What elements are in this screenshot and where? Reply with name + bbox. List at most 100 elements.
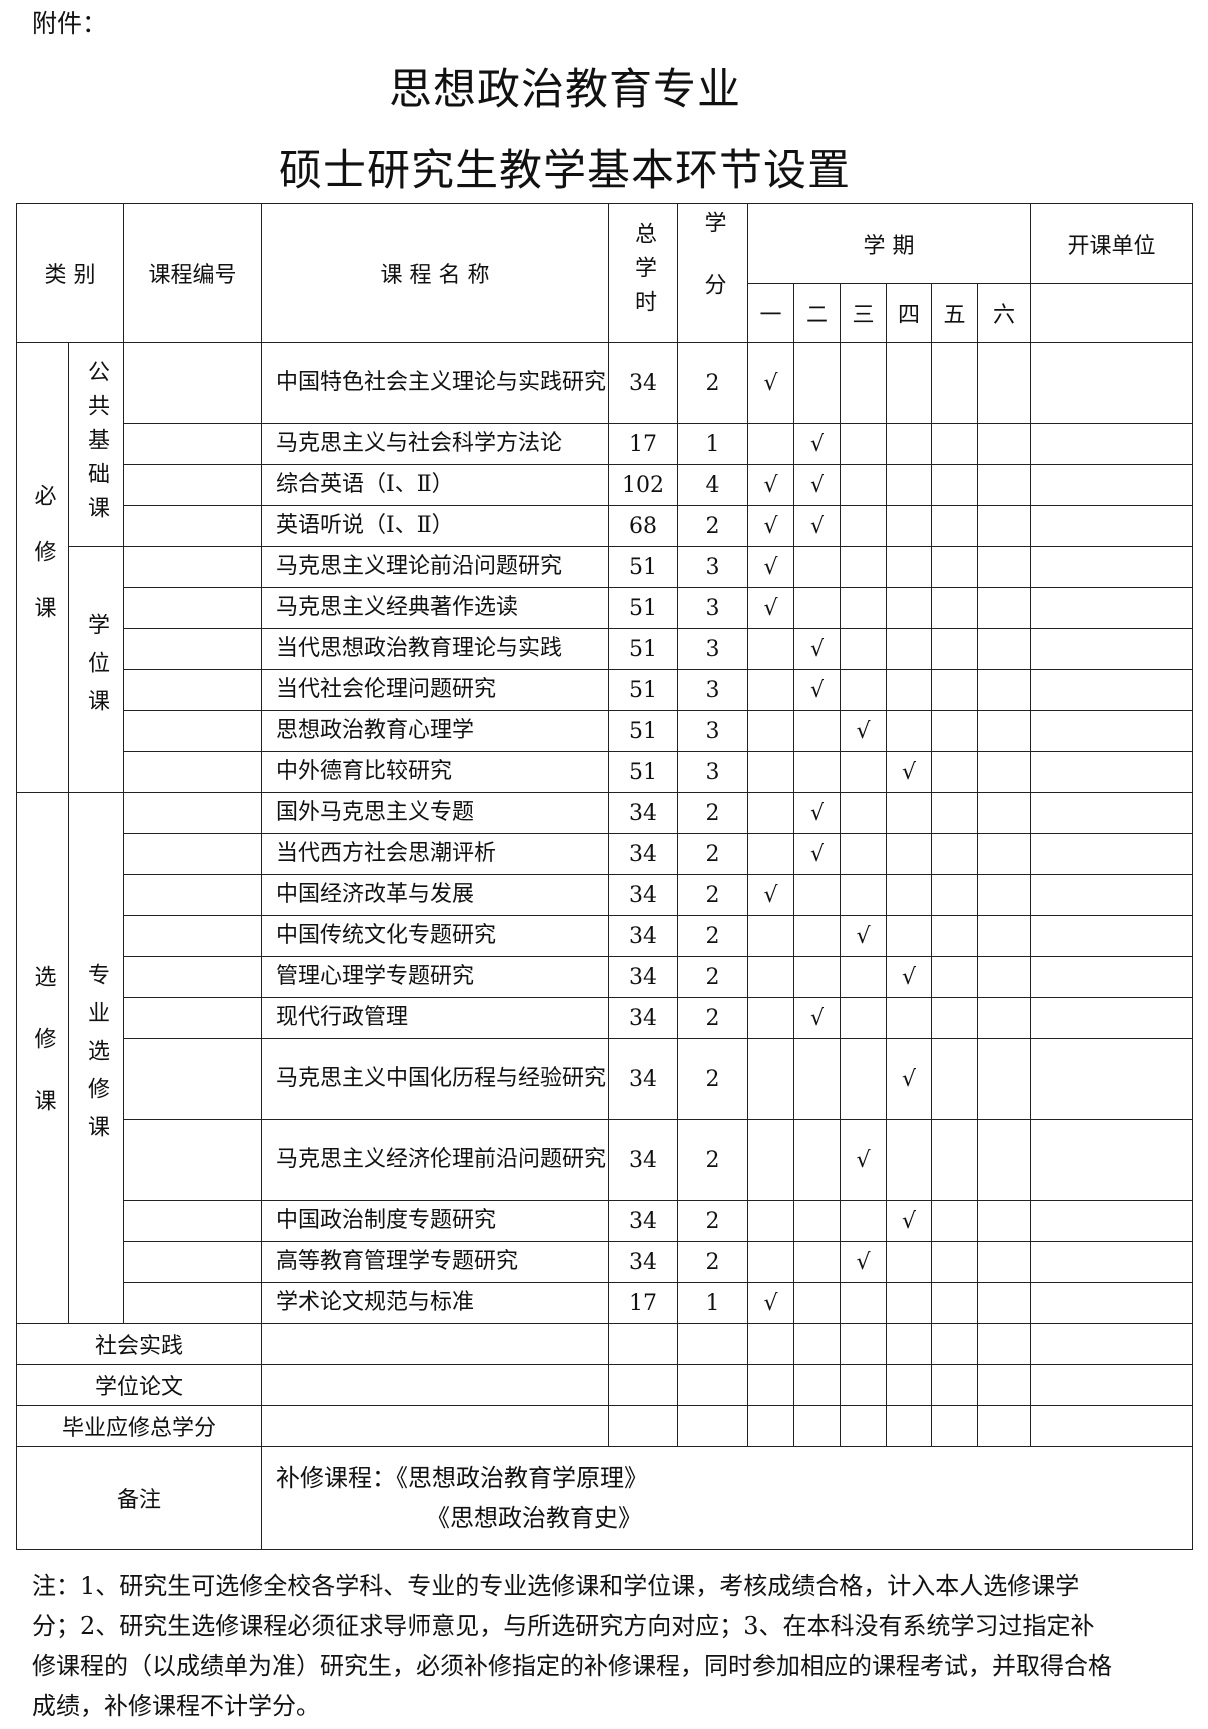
course-unit xyxy=(1030,464,1194,506)
check-mark-icon: √ xyxy=(747,874,794,916)
semester-cell xyxy=(976,833,1032,875)
course-code xyxy=(123,423,262,465)
semester-cell xyxy=(840,833,887,875)
header-semester-3: 三 xyxy=(840,283,887,343)
semester-cell xyxy=(931,792,978,834)
semester-cell xyxy=(931,833,978,875)
semester-cell xyxy=(747,1119,794,1201)
course-code xyxy=(123,546,262,588)
course-code xyxy=(123,956,262,998)
table-row: 思想政治教育心理学 51 3 √ xyxy=(17,710,1194,752)
semester-cell xyxy=(931,546,978,588)
semester-cell xyxy=(747,710,794,752)
check-mark-icon: √ xyxy=(793,792,841,834)
check-mark-icon: √ xyxy=(747,587,794,629)
header-hours: 总学时 xyxy=(608,203,678,343)
page-title: 思想政治教育专业 xyxy=(389,65,741,115)
course-name: 现代行政管理 xyxy=(261,997,609,1039)
course-unit xyxy=(1030,1038,1194,1120)
semester-cell xyxy=(793,1282,841,1324)
summary-cell xyxy=(1030,1405,1194,1447)
check-mark-icon: √ xyxy=(886,1200,932,1242)
check-mark-icon: √ xyxy=(793,669,841,711)
course-code xyxy=(123,1241,262,1283)
course-unit xyxy=(1030,833,1194,875)
course-hours: 34 xyxy=(608,956,678,998)
summary-cell xyxy=(261,1323,609,1365)
check-mark-icon: √ xyxy=(793,628,841,670)
summary-cell xyxy=(608,1405,678,1447)
table-row: 学位课 马克思主义理论前沿问题研究 51 3 √ xyxy=(17,546,1194,793)
course-hours: 34 xyxy=(608,833,678,875)
semester-cell xyxy=(747,1241,794,1283)
semester-cell xyxy=(840,1282,887,1324)
semester-cell xyxy=(886,1282,932,1324)
course-credits: 2 xyxy=(677,956,748,998)
course-name: 思想政治教育心理学 xyxy=(261,710,609,752)
summary-label: 社会实践 xyxy=(16,1323,262,1365)
summary-cell xyxy=(931,1405,978,1447)
course-hours: 51 xyxy=(608,628,678,670)
check-mark-icon: √ xyxy=(747,342,794,424)
course-credits: 1 xyxy=(677,1282,748,1324)
check-mark-icon: √ xyxy=(747,546,794,588)
course-credits: 4 xyxy=(677,464,748,506)
semester-cell xyxy=(793,342,841,424)
semester-cell xyxy=(747,956,794,998)
course-hours: 34 xyxy=(608,1119,678,1201)
summary-cell xyxy=(793,1364,841,1406)
semester-cell xyxy=(793,546,841,588)
course-unit xyxy=(1030,342,1194,424)
semester-cell xyxy=(886,710,932,752)
table-row: 学术论文规范与标准 17 1 √ xyxy=(17,1282,1194,1324)
remarks-label: 备注 xyxy=(16,1446,262,1550)
attachment-label: 附件： xyxy=(32,9,108,38)
course-hours: 17 xyxy=(608,423,678,465)
table-row: 中国经济改革与发展 34 2 √ xyxy=(17,874,1194,916)
course-name: 当代社会伦理问题研究 xyxy=(261,669,609,711)
course-code xyxy=(123,792,262,834)
course-name: 学术论文规范与标准 xyxy=(261,1282,609,1324)
course-name: 英语听说（Ⅰ、Ⅱ） xyxy=(261,505,609,547)
course-name: 中国特色社会主义理论与实践研究 xyxy=(261,342,609,424)
check-mark-icon: √ xyxy=(840,915,887,957)
semester-cell xyxy=(793,956,841,998)
course-credits: 3 xyxy=(677,751,748,793)
header-semester-5: 五 xyxy=(931,283,978,343)
course-name: 马克思主义经典著作选读 xyxy=(261,587,609,629)
course-hours: 34 xyxy=(608,997,678,1039)
semester-cell xyxy=(886,915,932,957)
summary-cell xyxy=(747,1364,794,1406)
summary-cell xyxy=(747,1323,794,1365)
semester-cell xyxy=(793,874,841,916)
summary-row: 社会实践 xyxy=(16,1323,1194,1365)
group-cell: 学位课 xyxy=(68,546,124,793)
course-credits: 3 xyxy=(677,669,748,711)
semester-cell xyxy=(840,464,887,506)
course-code xyxy=(123,833,262,875)
course-credits: 2 xyxy=(677,1200,748,1242)
check-mark-icon: √ xyxy=(840,1241,887,1283)
summary-cell xyxy=(976,1323,1032,1365)
semester-cell xyxy=(976,874,1032,916)
summary-cell xyxy=(1030,1323,1194,1365)
semester-cell xyxy=(886,423,932,465)
semester-cell xyxy=(793,1241,841,1283)
summary-row: 毕业应修总学分 xyxy=(16,1405,1194,1447)
course-name: 马克思主义经济伦理前沿问题研究 xyxy=(261,1119,609,1201)
check-mark-icon: √ xyxy=(793,997,841,1039)
check-mark-icon: √ xyxy=(747,464,794,506)
semester-cell xyxy=(976,505,1032,547)
course-credits: 2 xyxy=(677,342,748,424)
summary-cell xyxy=(840,1364,887,1406)
table-row: 选修课 专业选修课 国外马克思主义专题 34 2 √ xyxy=(16,792,1194,1324)
course-hours: 51 xyxy=(608,710,678,752)
semester-cell xyxy=(886,833,932,875)
summary-cell xyxy=(886,1323,932,1365)
course-hours: 34 xyxy=(608,1038,678,1120)
semester-cell xyxy=(931,342,978,424)
summary-cell xyxy=(261,1364,609,1406)
course-credits: 3 xyxy=(677,628,748,670)
table-row: 综合英语（Ⅰ、Ⅱ） 102 4 √ √ xyxy=(17,464,1194,506)
summary-cell xyxy=(747,1405,794,1447)
